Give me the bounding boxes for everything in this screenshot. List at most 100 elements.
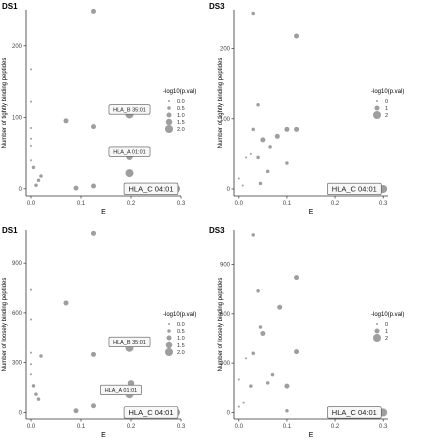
annotation-box	[108, 146, 151, 157]
data-point	[258, 325, 263, 329]
x-tick-label: 0.2	[127, 424, 136, 430]
data-point	[36, 178, 41, 183]
data-point	[39, 354, 43, 358]
legend-swatch	[165, 341, 173, 349]
legend-entry: 0.0	[177, 99, 185, 105]
panel-tl: DS1 0.0 0.1 0.2 0.3 0 100 200 E Number of tightly…	[2, 2, 196, 216]
data-point	[237, 177, 240, 180]
data-point	[294, 349, 300, 355]
legend-entry: 2.0	[177, 350, 185, 356]
data-point	[294, 33, 300, 39]
legend-entry: 0.5	[177, 106, 185, 112]
data-point	[270, 372, 275, 377]
data-point	[30, 68, 32, 71]
x-tick-label: 0.1	[77, 424, 86, 430]
legend-swatch	[168, 100, 170, 102]
y-tick-label: 200	[12, 44, 23, 50]
data-point	[294, 126, 300, 132]
data-point	[39, 174, 43, 178]
data-point	[237, 378, 240, 381]
y-tick-label: 0	[227, 187, 231, 193]
x-tick-label: 0.2	[127, 201, 136, 207]
legend-swatch	[166, 335, 172, 341]
data-point	[125, 169, 134, 178]
annotation-box	[108, 104, 151, 115]
x-axis-label: E	[309, 432, 314, 439]
x-tick-label: 0.1	[283, 201, 292, 207]
data-point	[73, 408, 79, 414]
legend-title: -log10(p.val)	[163, 312, 196, 318]
panel-title: DS3	[209, 2, 225, 11]
annotation-box	[100, 384, 142, 396]
legend-entry: 1.0	[177, 336, 185, 342]
x-tick-label: 0.3	[177, 201, 186, 207]
legend-swatch	[166, 112, 172, 118]
x-tick-label: 0.3	[379, 424, 388, 430]
data-point	[31, 165, 36, 170]
data-point	[91, 403, 96, 409]
data-point	[249, 384, 253, 388]
y-tick-label: 900	[220, 263, 231, 269]
panel-bl: DS1 0.0 0.1 0.2 0.3 0 300 600 900 E Number of loos…	[2, 226, 196, 439]
x-tick-label: 0.3	[379, 201, 388, 207]
data-point	[265, 169, 270, 174]
panel-title: DS1	[2, 226, 18, 235]
data-point	[256, 155, 260, 160]
data-point	[260, 331, 266, 337]
x-tick-label: 0.0	[27, 424, 36, 430]
data-point	[277, 304, 283, 310]
data-point	[237, 405, 240, 408]
annotation-box	[327, 406, 382, 419]
data-point	[30, 137, 32, 140]
data-point	[30, 159, 32, 162]
data-point	[30, 127, 32, 130]
annotation-box	[108, 336, 151, 347]
x-tick-label: 0.1	[77, 201, 86, 207]
legend-entry: 1.5	[177, 120, 185, 126]
legend-entry: 2	[385, 113, 388, 119]
x-tick-label: 0.3	[177, 424, 186, 430]
annotation-label: HLA_A 01:01	[105, 388, 137, 394]
x-tick-label: 0.2	[331, 201, 340, 207]
legend-swatch	[167, 106, 171, 110]
annotation-label: HLA_B 35:01	[113, 107, 146, 113]
annotation-label: HLA_C 04:01	[332, 185, 377, 194]
y-axis-label: Number of tightly binding peptides	[218, 58, 224, 149]
data-point	[91, 8, 96, 14]
annotation-label: HLA_C 04:01	[128, 184, 173, 193]
data-point	[265, 381, 270, 385]
legend-entry: 0.5	[177, 329, 185, 335]
y-axis-label: Number of loosely binding peptides	[218, 278, 224, 372]
data-point	[294, 275, 300, 281]
y-axis-label: Number of tightly binding peptides	[2, 58, 8, 149]
data-point	[251, 351, 255, 356]
x-tick-label: 0.2	[331, 424, 340, 430]
data-point	[30, 144, 32, 147]
panel-tr: DS3 0.0 0.1 0.2 0.3 0 100 200 E Number of tightly…	[209, 2, 404, 216]
annotation-box	[123, 182, 179, 195]
legend-title: -log10(p.val)	[371, 89, 404, 95]
data-point	[31, 384, 36, 388]
data-point	[63, 300, 69, 306]
data-point	[249, 152, 252, 155]
panel-br: DS3 0.0 0.1 0.2 0.3 0 300 600 900 E Number of loos…	[209, 226, 404, 439]
data-point	[245, 357, 248, 360]
legend-entry: 2	[385, 336, 388, 342]
legend-swatch	[168, 323, 170, 325]
data-point	[91, 230, 96, 236]
legend-entry: 2.0	[177, 127, 185, 133]
x-axis-label: E	[101, 432, 106, 439]
legend-entry: 1	[385, 329, 388, 335]
legend-swatch	[165, 348, 173, 356]
y-tick-label: 300	[220, 361, 231, 367]
legend-swatch	[376, 100, 378, 102]
data-point	[30, 351, 32, 354]
legend-entry: 0	[385, 322, 388, 328]
y-tick-label: 0	[19, 187, 23, 193]
data-point	[242, 401, 245, 404]
annotation-label: HLA_B 35:01	[113, 340, 146, 346]
annotation-label: HLA_C 04:01	[332, 408, 377, 417]
data-point	[30, 373, 32, 376]
panel-title: DS3	[209, 226, 225, 235]
